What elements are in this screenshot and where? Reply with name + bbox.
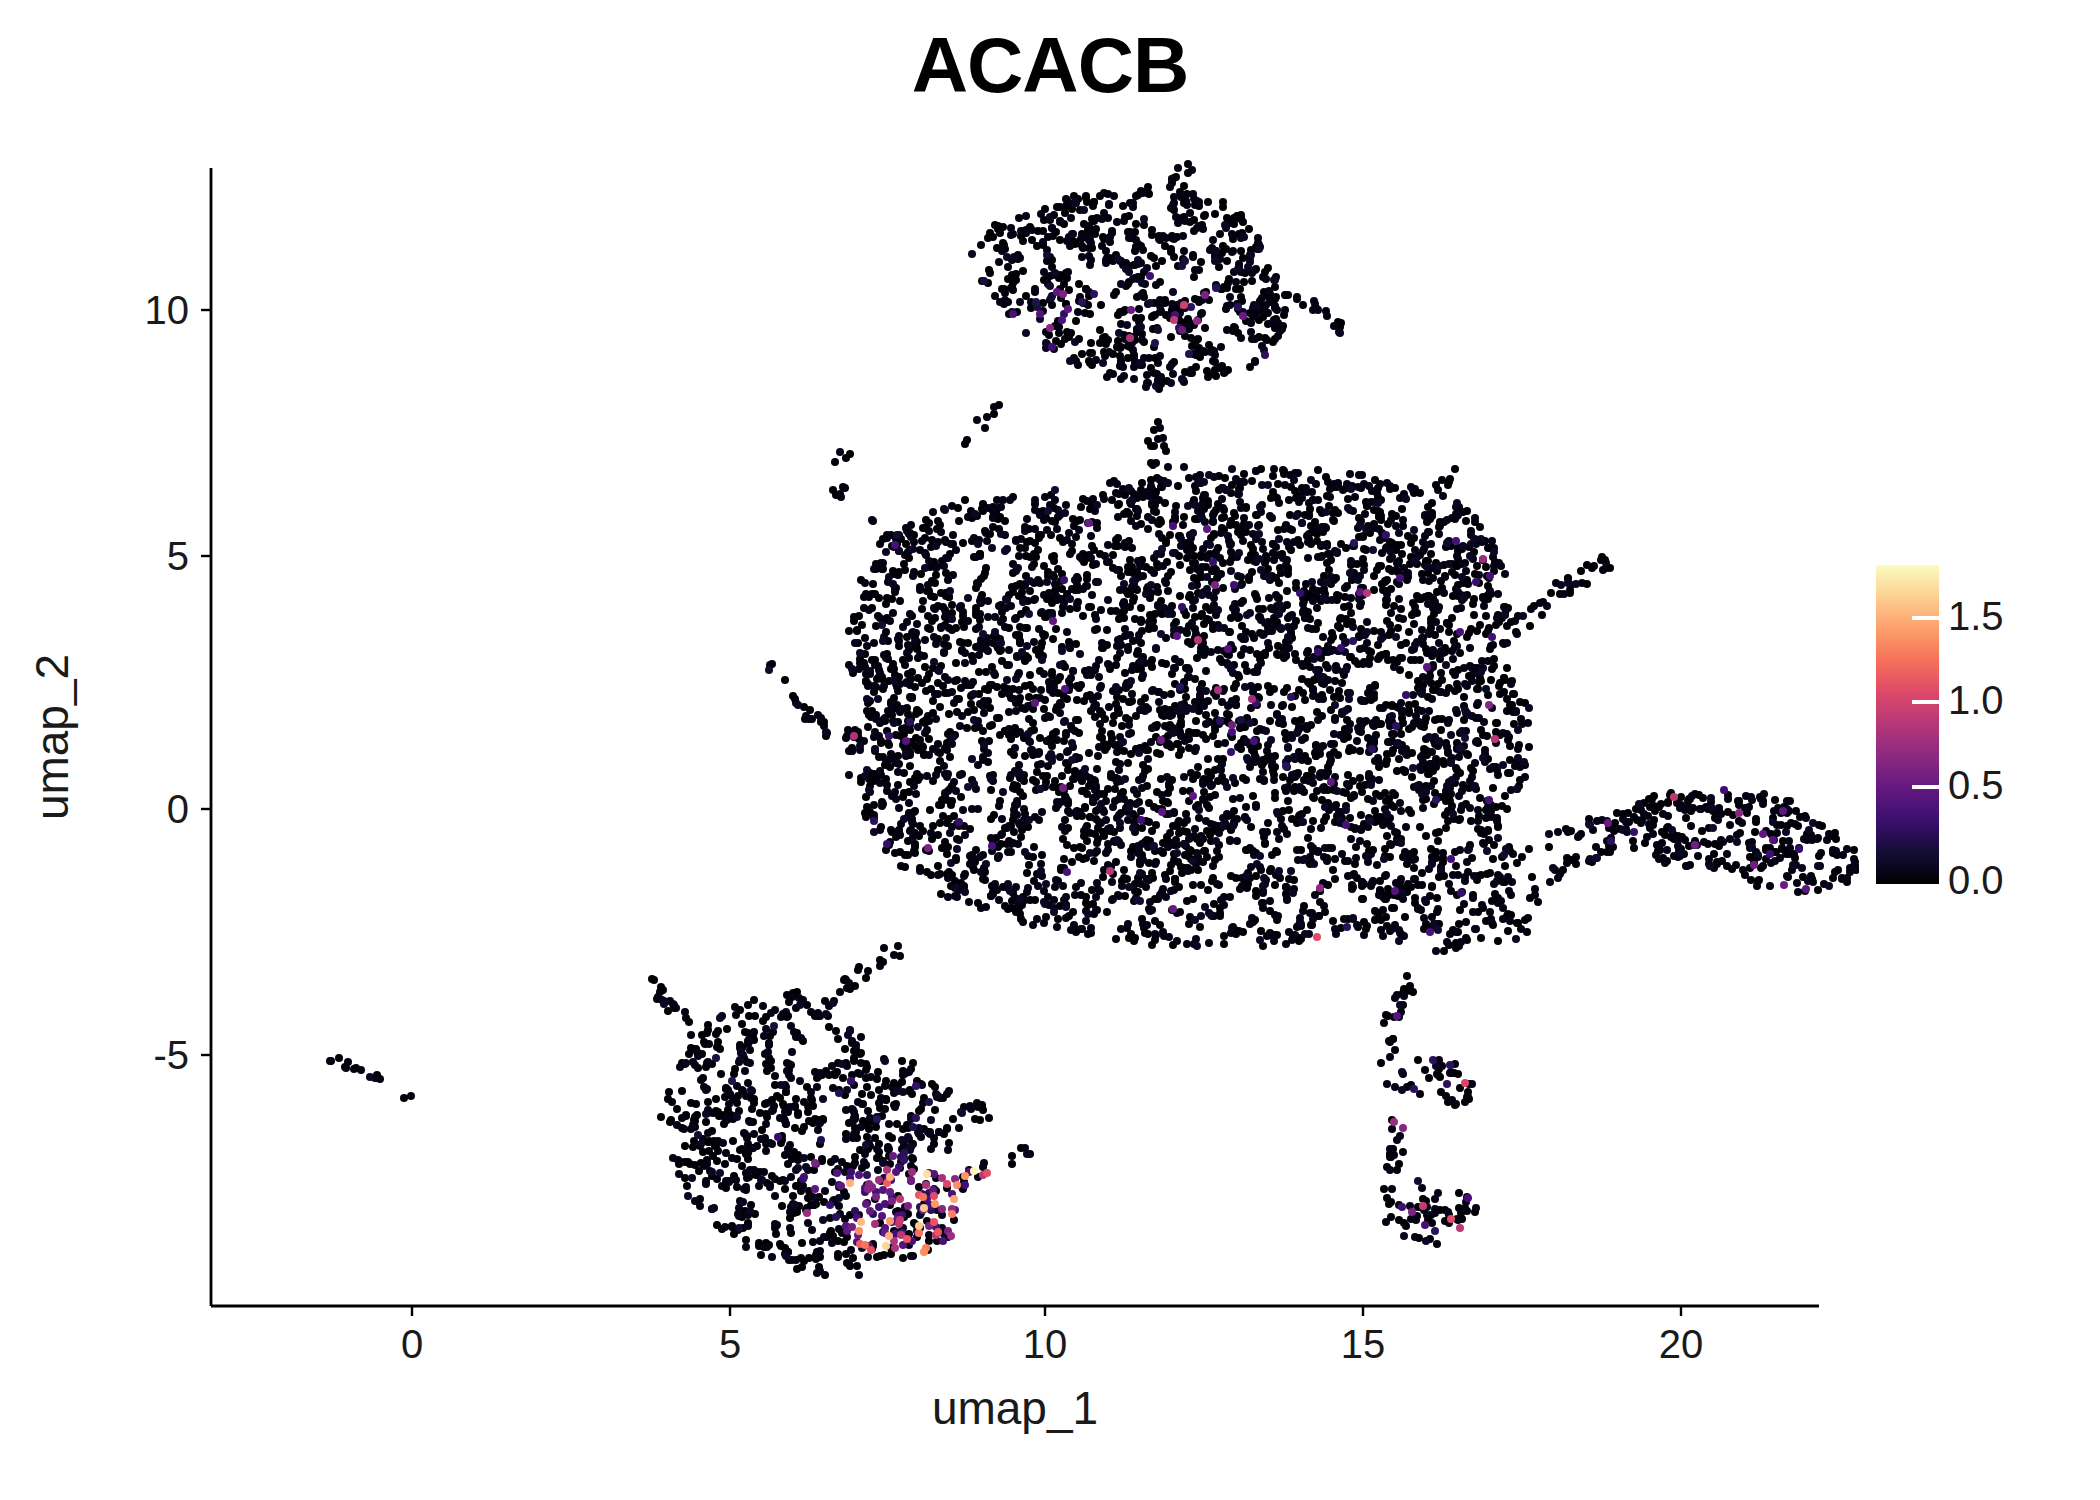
svg-text:5: 5 [719, 1322, 741, 1366]
svg-text:5: 5 [167, 534, 189, 578]
svg-text:-5: -5 [153, 1033, 189, 1077]
svg-text:0: 0 [401, 1322, 423, 1366]
svg-text:10: 10 [145, 288, 190, 332]
svg-text:15: 15 [1341, 1322, 1386, 1366]
svg-text:10: 10 [1023, 1322, 1068, 1366]
svg-text:umap_2: umap_2 [26, 654, 78, 820]
svg-text:0: 0 [167, 787, 189, 831]
svg-text:umap_1: umap_1 [932, 1382, 1098, 1434]
svg-text:20: 20 [1659, 1322, 1704, 1366]
